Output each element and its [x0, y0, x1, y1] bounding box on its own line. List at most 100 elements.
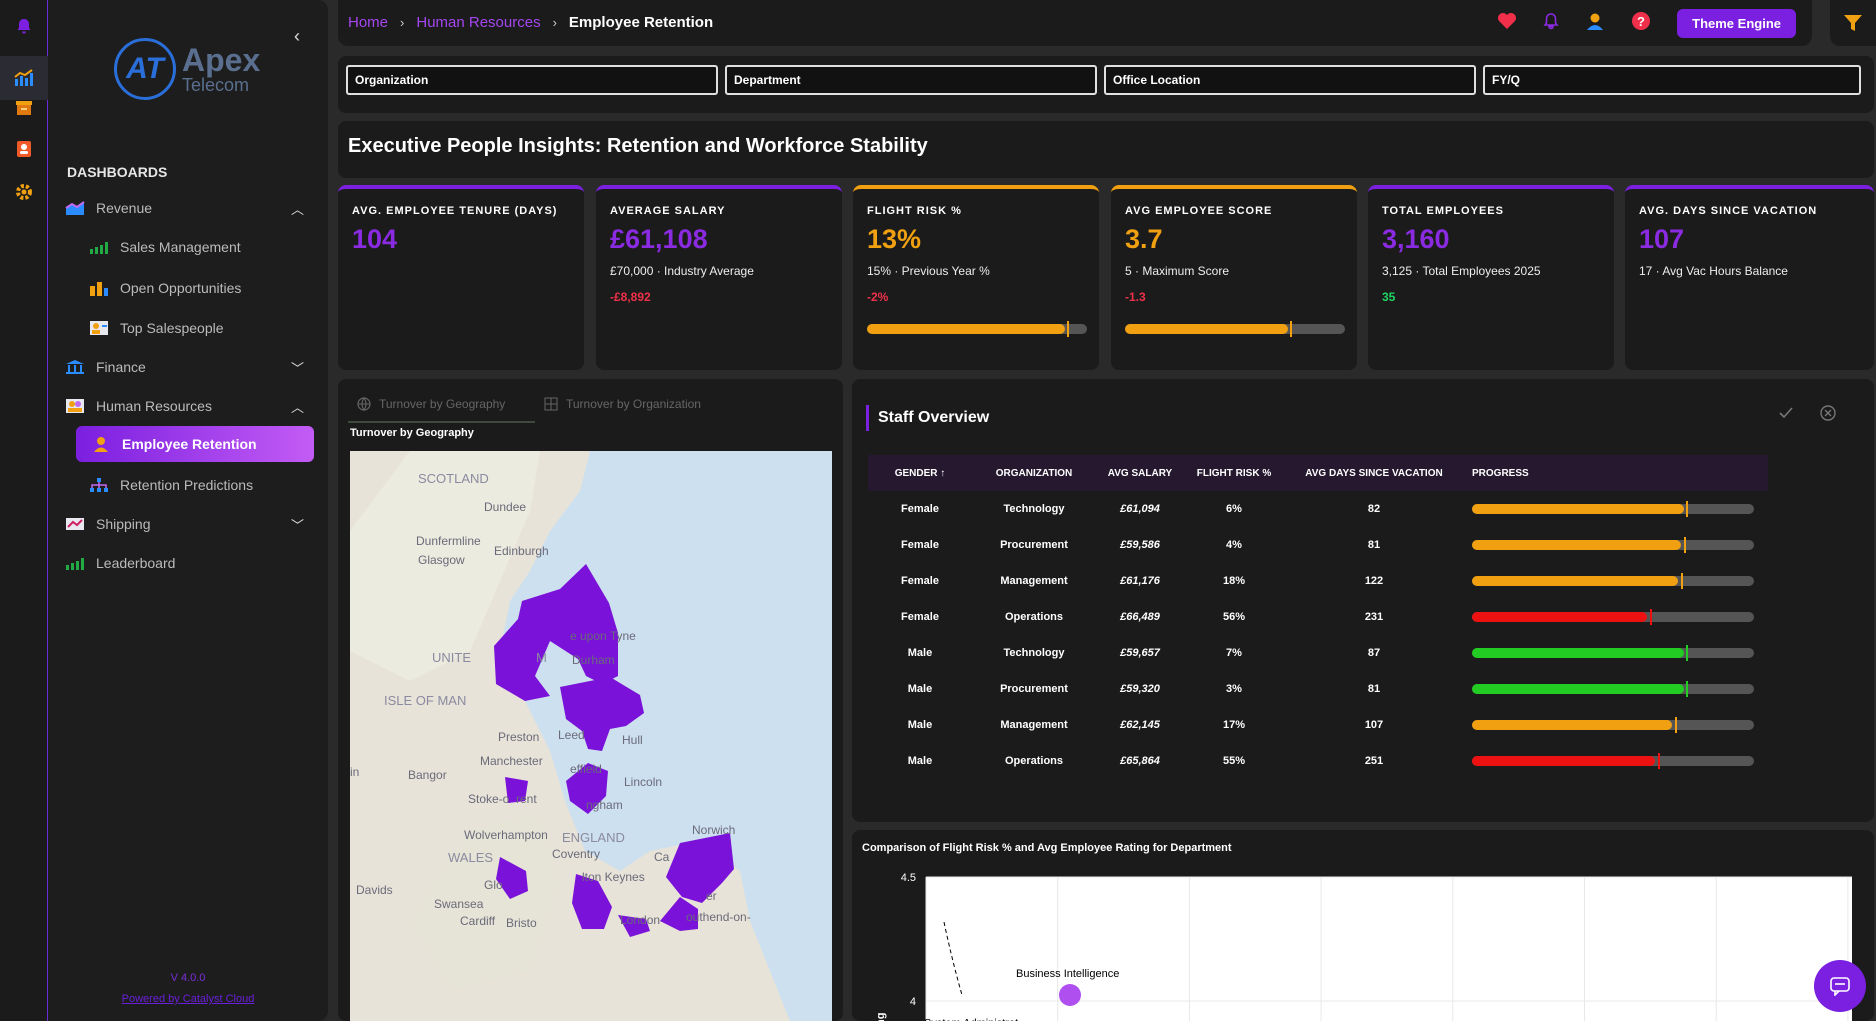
column-header-organization[interactable]: ORGANIZATION	[995, 467, 1073, 479]
map-place-label: Ca	[654, 850, 670, 864]
dashboard-chart-icon[interactable]	[12, 66, 36, 90]
kpi-subtitle: 5 · Maximum Score	[1125, 264, 1230, 278]
tab-turnover-organization[interactable]: Turnover by Organization	[544, 397, 701, 411]
cell-avg-salary: £61,176	[1120, 575, 1160, 587]
y-axis-label: ng	[875, 1013, 887, 1021]
table-row[interactable]: Male Operations £65,864 55% 251	[868, 743, 1768, 779]
map-place-label: ENGLAND	[562, 830, 625, 845]
progress-fill	[1472, 684, 1684, 694]
sidebar-item-revenue[interactable]: Revenue ︿	[64, 190, 314, 226]
cell-days-since-vacation: 231	[1364, 611, 1384, 623]
progress-fill	[1472, 576, 1678, 586]
region-essex	[660, 897, 698, 931]
y-tick-label: 4.5	[901, 872, 916, 884]
map-place-label: e upon Tyne	[570, 629, 636, 643]
organization-filter[interactable]: Organization	[346, 65, 718, 95]
sidebar-item-human-resources[interactable]: Human Resources ︿	[64, 388, 314, 424]
sidebar-item-sales-management[interactable]: Sales Management	[88, 229, 314, 265]
table-row[interactable]: Female Procurement £59,586 4% 81	[868, 527, 1768, 563]
region-north	[494, 564, 618, 701]
bell-icon[interactable]	[12, 14, 36, 38]
sidebar-item-employee-retention[interactable]: Employee Retention	[76, 426, 314, 462]
help-icon[interactable]: ?	[1631, 11, 1651, 36]
map-place-label: lton Keynes	[582, 870, 645, 884]
progress-target-tick	[1680, 573, 1683, 589]
cell-flight-risk: 4%	[1226, 539, 1242, 551]
progress-bar	[1472, 681, 1754, 697]
svg-text:?: ?	[1637, 14, 1645, 29]
sidebar-item-label: Shipping	[96, 516, 151, 532]
table-row[interactable]: Male Technology £59,657 7% 87	[868, 635, 1768, 671]
table-row[interactable]: Male Procurement £59,320 3% 81	[868, 671, 1768, 707]
map-place-label: London	[620, 913, 660, 927]
table-row[interactable]: Female Technology £61,094 6% 82	[868, 491, 1768, 527]
sidebar-item-finance[interactable]: Finance ﹀	[64, 349, 314, 385]
kpi-card-flight-risk: FLIGHT RISK % 13% 15% · Previous Year % …	[853, 185, 1099, 370]
sidebar-item-leaderboard[interactable]: Leaderboard	[64, 545, 314, 581]
column-header-days-since-vacation[interactable]: AVG DAYS SINCE VACATION	[1305, 467, 1443, 479]
sidebar-item-top-salespeople[interactable]: Top Salespeople	[88, 310, 314, 346]
fyq-filter[interactable]: FY/Q	[1483, 65, 1861, 95]
cell-gender: Female	[901, 575, 939, 587]
check-icon[interactable]	[1778, 405, 1794, 426]
progress-target-tick	[1686, 645, 1689, 661]
heart-icon[interactable]	[1497, 12, 1517, 35]
column-header-gender[interactable]: GENDER ↑	[894, 467, 946, 479]
cell-flight-risk: 7%	[1226, 647, 1242, 659]
trend-line	[943, 921, 963, 996]
kpi-card-salary: AVERAGE SALARY £61,108 £70,000 · Industr…	[596, 185, 842, 370]
scatter-point[interactable]	[1059, 984, 1081, 1006]
cell-flight-risk: 56%	[1222, 611, 1246, 623]
breadcrumb-home[interactable]: Home	[348, 14, 389, 31]
cell-avg-salary: £66,489	[1120, 611, 1160, 623]
cell-flight-risk: 6%	[1226, 503, 1242, 515]
theme-engine-button[interactable]: Theme Engine	[1677, 9, 1796, 38]
progress-bar	[1472, 645, 1754, 661]
filter-icon[interactable]	[1830, 0, 1876, 46]
progress-target-tick	[1649, 609, 1652, 625]
chevron-up-icon[interactable]: ︿	[290, 201, 304, 217]
map-place-label: UNITE	[432, 650, 471, 665]
map-place-label: outhend-on-	[686, 910, 751, 924]
close-circle-icon[interactable]	[1820, 405, 1836, 426]
breadcrumb: Home › Human Resources › Employee Retent…	[348, 14, 713, 31]
table-row[interactable]: Female Operations £66,489 56% 231	[868, 599, 1768, 635]
logo-apex-text: Apex	[182, 42, 261, 78]
table-row[interactable]: Male Management £62,145 17% 107	[868, 707, 1768, 743]
chevron-down-icon[interactable]: ﹀	[290, 360, 304, 376]
map-place-label: in	[350, 765, 359, 779]
collapse-sidebar-icon[interactable]: ‹	[294, 26, 300, 46]
cell-organization: Operations	[1004, 755, 1064, 767]
powered-by-link[interactable]: Powered by Catalyst Cloud	[121, 993, 255, 1005]
contact-card-icon[interactable]	[12, 137, 36, 161]
chevron-up-icon[interactable]: ︿	[290, 399, 304, 415]
tab-turnover-geography[interactable]: Turnover by Geography	[357, 397, 505, 411]
archive-icon[interactable]	[12, 96, 36, 120]
sidebar-item-retention-predictions[interactable]: Retention Predictions	[88, 467, 314, 503]
column-header-progress[interactable]: PROGRESS	[1472, 467, 1529, 479]
cell-avg-salary: £61,094	[1120, 503, 1160, 515]
sidebar-item-open-opportunities[interactable]: Open Opportunities	[88, 270, 314, 306]
map-place-label: ISLE OF MAN	[384, 693, 466, 708]
turnover-map[interactable]: SCOTLAND Dundee Dunfermline Edinburgh Glasgo…	[350, 451, 832, 1021]
region-stoke	[505, 777, 528, 803]
sidebar-item-shipping[interactable]: Shipping ﹀	[64, 506, 314, 542]
sidebar-item-label: Employee Retention	[122, 436, 257, 452]
column-header-flight-risk[interactable]: FLIGHT RISK %	[1196, 467, 1272, 479]
gear-icon[interactable]	[12, 180, 36, 204]
breadcrumb-human-resources[interactable]: Human Resources	[416, 14, 541, 31]
cell-days-since-vacation: 87	[1367, 647, 1381, 659]
department-filter[interactable]: Department	[725, 65, 1097, 95]
chat-button[interactable]	[1814, 960, 1866, 1012]
kpi-value: 3.7	[1125, 224, 1163, 254]
table-row[interactable]: Female Management £61,176 18% 122	[868, 563, 1768, 599]
chevron-down-icon[interactable]: ﹀	[290, 517, 304, 533]
user-avatar-icon[interactable]	[1585, 11, 1605, 36]
logo-mark: AT	[114, 38, 176, 100]
notification-bell-icon[interactable]	[1543, 12, 1559, 35]
cell-avg-salary: £65,864	[1120, 755, 1160, 767]
progress-target-tick	[1686, 681, 1689, 697]
column-header-avg-salary[interactable]: AVG SALARY	[1107, 467, 1173, 479]
kpi-title: AVG EMPLOYEE SCORE	[1125, 205, 1273, 217]
office-location-filter[interactable]: Office Location	[1104, 65, 1476, 95]
